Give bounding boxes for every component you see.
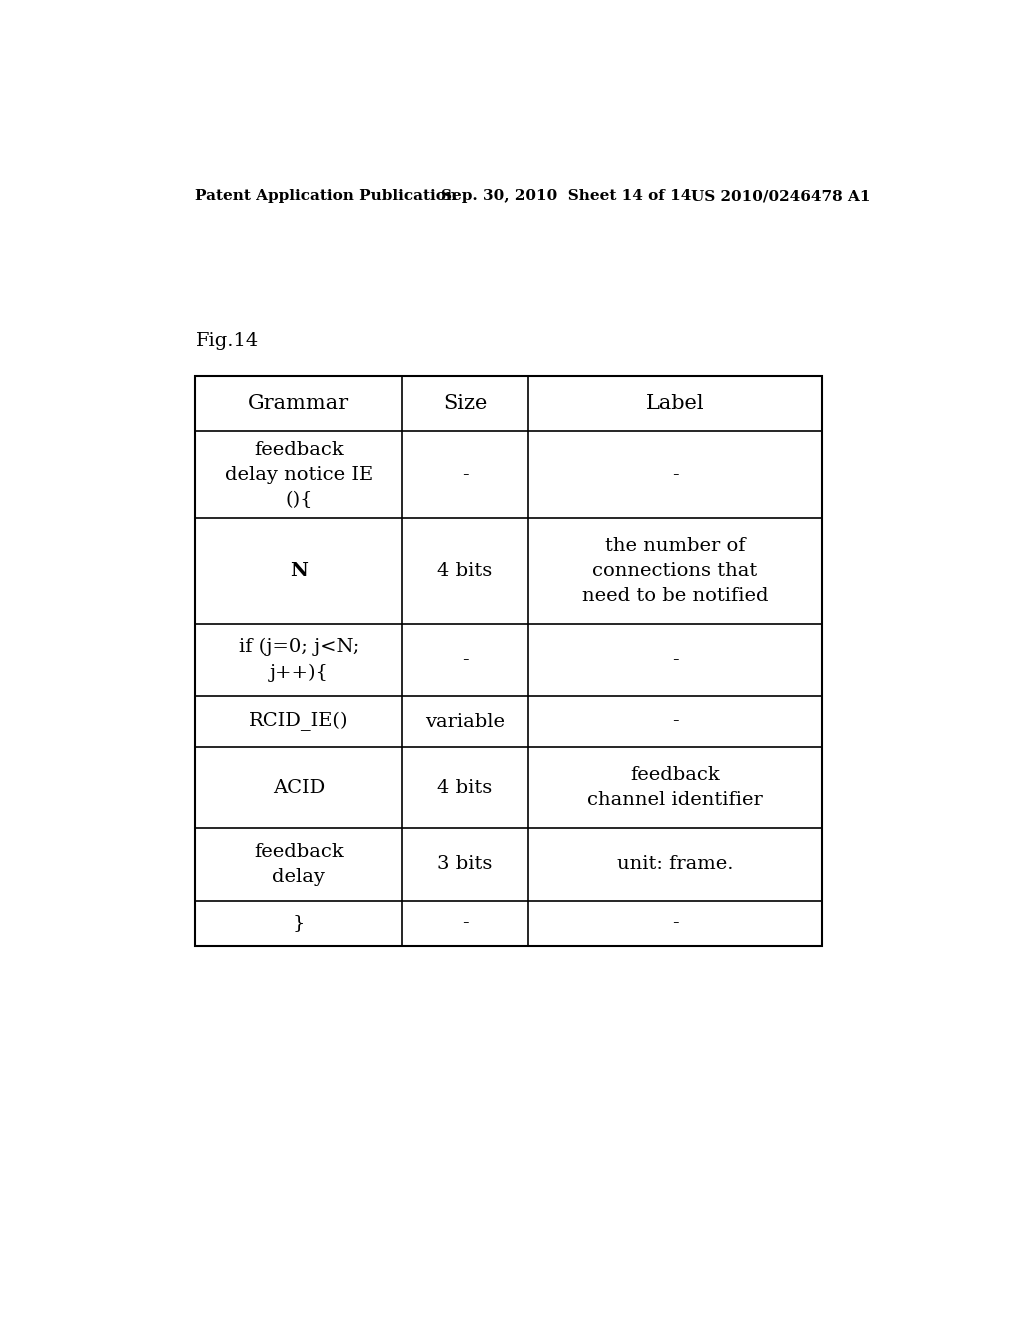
Text: Label: Label (646, 393, 705, 413)
Text: feedback
channel identifier: feedback channel identifier (587, 766, 763, 809)
Text: feedback
delay notice IE
(){: feedback delay notice IE (){ (225, 441, 373, 508)
Bar (196, 376, 822, 946)
Text: }: } (293, 915, 305, 932)
Text: 4 bits: 4 bits (437, 562, 493, 579)
Text: -: - (672, 651, 678, 669)
Text: -: - (462, 915, 468, 932)
Text: 3 bits: 3 bits (437, 855, 493, 874)
Text: US 2010/0246478 A1: US 2010/0246478 A1 (691, 189, 871, 203)
Text: -: - (462, 651, 468, 669)
Text: the number of
connections that
need to be notified: the number of connections that need to b… (582, 537, 768, 605)
Text: RCID_IE(): RCID_IE() (249, 711, 348, 731)
Text: ACID: ACID (272, 779, 325, 797)
Text: -: - (672, 466, 678, 483)
Text: Grammar: Grammar (249, 393, 349, 413)
Text: Size: Size (442, 393, 487, 413)
Text: Patent Application Publication: Patent Application Publication (196, 189, 458, 203)
Text: feedback
delay: feedback delay (254, 843, 344, 886)
Text: unit: frame.: unit: frame. (616, 855, 733, 874)
Text: variable: variable (425, 713, 505, 730)
Text: -: - (462, 466, 468, 483)
Text: N: N (290, 562, 308, 579)
Text: if (j=0; j<N;
j++){: if (j=0; j<N; j++){ (239, 638, 359, 681)
Text: 4 bits: 4 bits (437, 779, 493, 797)
Text: -: - (672, 713, 678, 730)
Text: Fig.14: Fig.14 (196, 333, 259, 350)
Text: Sep. 30, 2010  Sheet 14 of 14: Sep. 30, 2010 Sheet 14 of 14 (441, 189, 692, 203)
Text: -: - (672, 915, 678, 932)
